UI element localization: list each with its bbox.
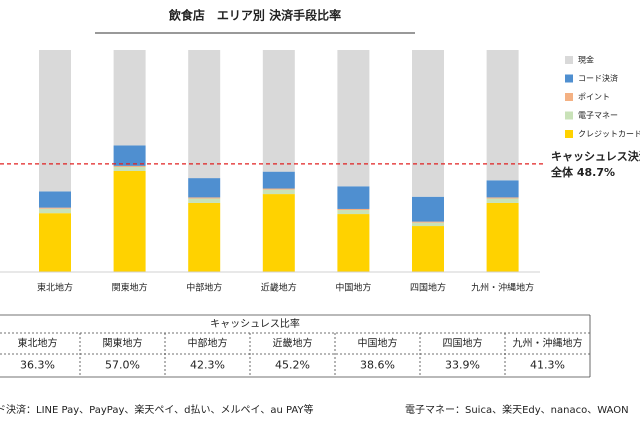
bar-segment: [412, 221, 444, 223]
legend-label: コード決済: [578, 73, 618, 83]
bar-segment: [113, 166, 146, 171]
table-value: 33.9%: [445, 359, 480, 372]
reference-name: キャッシュレス決済: [551, 149, 640, 163]
bar-segment: [39, 191, 71, 208]
table-value: 42.3%: [190, 359, 225, 372]
bar-segment: [39, 207, 71, 209]
table-header: キャッシュレス比率: [210, 317, 300, 330]
bar-segment: [412, 222, 444, 227]
bar-segment: [486, 198, 519, 203]
bar-segment: [262, 171, 295, 189]
x-tick-label: 中国地方: [335, 282, 371, 294]
bar-segment: [262, 194, 295, 272]
table-value: 36.3%: [20, 359, 55, 372]
x-tick-label: 中部地方: [186, 282, 222, 294]
legend-label: クレジットカード: [578, 130, 640, 139]
legend-label: 現金: [578, 55, 594, 65]
bar-segment: [337, 208, 370, 211]
footnote: ド決済：LINE Pay、PayPay、楽天ペイ、d払い、メルペイ、au PAY…: [0, 403, 314, 416]
table-column: 中部地方: [188, 337, 228, 350]
x-tick-label: 関東地方: [112, 282, 148, 294]
legend-swatch: [565, 74, 573, 83]
x-tick-label: 東北地方: [37, 282, 73, 294]
bar-segment: [486, 50, 519, 181]
bar-segment: [113, 170, 146, 272]
legend-label: 電子マネー: [578, 111, 618, 120]
bar-segment: [188, 197, 221, 199]
bar-segment: [39, 208, 71, 214]
bar-segment: [337, 50, 370, 187]
bar-segment: [262, 188, 295, 190]
legend-swatch: [565, 111, 573, 120]
footnote: 電子マネー：Suica、楽天Edy、nanaco、WAON: [405, 403, 629, 416]
chart-title: 飲食店 エリア別 決済手段比率: [168, 8, 341, 23]
bar-segment: [188, 50, 221, 179]
legend-swatch: [565, 93, 573, 101]
reference-label: 全体 48.7%: [550, 165, 615, 179]
table-column: 中国地方: [358, 337, 398, 350]
legend-swatch: [565, 56, 573, 64]
table-column: 東北地方: [18, 337, 58, 350]
table-column: 関東地方: [103, 337, 143, 350]
bar-segment: [412, 50, 444, 197]
bar-segment: [113, 50, 146, 146]
bar-segment: [486, 180, 519, 198]
bar-segment: [486, 202, 519, 272]
bar-segment: [188, 198, 221, 203]
bar-segment: [188, 178, 221, 198]
bar-segment: [113, 145, 146, 166]
table-column: 近畿地方: [273, 337, 313, 350]
bar-segment: [188, 202, 221, 272]
bar-segment: [412, 196, 444, 222]
x-tick-label: 近畿地方: [261, 282, 297, 294]
table-value: 45.2%: [275, 359, 310, 372]
x-tick-label: 九州・沖縄地方: [471, 282, 534, 294]
bar-segment: [337, 186, 370, 209]
bar-segment: [39, 213, 71, 272]
bar-segment: [262, 189, 295, 195]
bar-segment: [113, 165, 146, 167]
bar-segment: [337, 214, 370, 272]
legend-label: ポイント: [578, 93, 610, 102]
table-column: 九州・沖縄地方: [513, 337, 583, 350]
bar-segment: [337, 210, 370, 215]
bar-segment: [412, 226, 444, 272]
table-value: 57.0%: [105, 359, 140, 372]
table-column: 四国地方: [443, 337, 483, 350]
bar-segment: [486, 197, 519, 199]
bar-segment: [262, 50, 295, 172]
x-tick-label: 四国地方: [410, 282, 446, 294]
table-value: 41.3%: [530, 359, 565, 372]
table-value: 38.6%: [360, 359, 395, 372]
bar-segment: [39, 50, 71, 192]
legend-swatch: [565, 130, 573, 138]
